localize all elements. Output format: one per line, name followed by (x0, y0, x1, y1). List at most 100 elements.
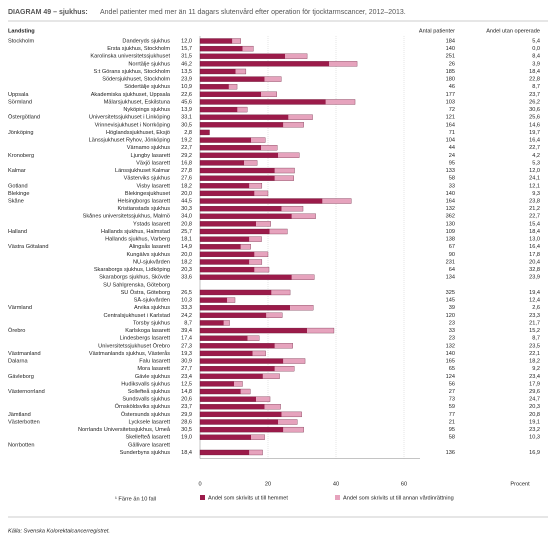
table-cell: 71 (449, 130, 455, 136)
bar-segment (325, 99, 356, 105)
bar-total (199, 68, 247, 75)
category-label: Ersta sjukhus, Stockholm (107, 46, 170, 52)
table-cell: 362 (446, 214, 455, 220)
value-label: 10,9 (181, 84, 192, 90)
value-label: 33,6 (181, 275, 192, 281)
bar-segment (200, 343, 275, 349)
category-label: Sollefteå sjukhus (128, 388, 170, 395)
bar-segment (200, 328, 308, 334)
category-label: Universitetssjukhuset Örebro (98, 342, 170, 349)
region-label: Norrbotten (8, 442, 34, 448)
table-cell: 33 (449, 183, 455, 189)
bar-segment (200, 168, 275, 174)
bar-segment (291, 213, 316, 219)
column-heading: Andel utan opererade (486, 28, 540, 34)
category-label: Sunderbyns sjukhus (120, 450, 171, 456)
table-cell: 26,2 (529, 99, 540, 105)
value-label: 39,4 (181, 328, 192, 334)
bar-segment (264, 404, 281, 410)
category-label: Sundsvalls sjukhus (122, 397, 170, 403)
table-cell: 138 (446, 237, 455, 243)
value-label: 27,6 (181, 176, 192, 182)
bar-segment (291, 274, 315, 280)
region-label: Kalmar (8, 168, 26, 174)
table-cell: 132 (446, 206, 455, 212)
bar-segment (274, 175, 294, 181)
table-cell: 130 (446, 221, 455, 227)
bar-total (199, 396, 271, 402)
table-cell: 23,7 (529, 92, 540, 98)
table-cell: 8,7 (532, 84, 540, 90)
table-cell: 56 (449, 381, 455, 387)
bar-segment (200, 373, 263, 379)
bar-total (199, 320, 230, 326)
bar-total (199, 312, 283, 318)
category-label: Lindesbergs lasarett (120, 336, 171, 342)
bar-total (199, 183, 263, 189)
bar-total (199, 388, 251, 395)
table-cell: 16,4 (529, 244, 540, 250)
bar-segment (200, 305, 291, 311)
bar-total (199, 327, 335, 334)
bar-segment (240, 389, 251, 395)
bar-segment (274, 366, 295, 372)
table-cell: 21,2 (529, 206, 540, 212)
value-label: 18,1 (181, 237, 192, 243)
bar-segment (322, 198, 352, 204)
bar-total (199, 381, 243, 387)
bar-total (199, 289, 291, 296)
bar-total (199, 251, 269, 258)
table-cell: 5,4 (532, 38, 540, 44)
table-cell: 33 (449, 328, 455, 334)
category-label: S:t Görans sjukhus, Stockholm (94, 69, 171, 75)
footnote: ¹ Färre än 10 fall (115, 496, 156, 502)
table-cell: 18,4 (529, 229, 540, 235)
value-label: 17,4 (181, 336, 192, 342)
table-cell: 120 (446, 313, 455, 319)
table-cell: 24,7 (529, 397, 540, 403)
table-cell: 134 (446, 275, 455, 281)
region-label: Kronoberg (8, 153, 34, 159)
bar-segment (200, 366, 275, 372)
bar-total (199, 244, 251, 250)
bar-segment (200, 137, 251, 143)
category-label: Länssjukhuset Ryhov, Jönköping (89, 138, 170, 144)
region-label: Stockholm (8, 38, 34, 44)
bar-segment (256, 396, 271, 402)
category-label: Höglandssjukhuset, Eksjö (106, 130, 170, 136)
category-label: SÄ-sjukvården (134, 297, 170, 304)
table-cell: 0,0 (532, 46, 540, 52)
bar-segment (200, 76, 265, 82)
bar-segment (200, 91, 262, 97)
bar-total (199, 76, 282, 82)
table-cell: 95 (449, 427, 455, 433)
category-label: Kristianstads sjukhus (117, 206, 170, 212)
category-label: Arvika sjukhus (134, 305, 170, 311)
value-label: 34,0 (181, 214, 192, 220)
table-cell: 22,7 (529, 214, 540, 220)
category-label: Danderyds sjukhus (122, 38, 170, 44)
bar-segment (200, 114, 289, 120)
legend-swatch (335, 495, 340, 500)
value-label: 23,7 (181, 404, 192, 410)
region-label: Västernorrland (8, 389, 45, 395)
table-cell: 145 (446, 298, 455, 304)
region-label: Västra Götaland (8, 244, 48, 250)
category-label: Karlskoga lasarett (125, 328, 170, 334)
table-cell: 15,2 (529, 328, 540, 334)
category-label: Ljungby lasarett (131, 153, 171, 159)
category-label: Hudiksvalls sjukhus (121, 381, 170, 387)
value-label: 25,7 (181, 229, 192, 235)
category-label: Länssjukhuset Kalmar (115, 168, 170, 174)
value-label: 30,9 (181, 359, 192, 365)
table-cell: 124 (446, 374, 455, 380)
bar-total (199, 426, 304, 433)
bar-segment (281, 411, 302, 417)
bar-total (199, 366, 295, 372)
bar-segment (200, 244, 241, 250)
bar-segment (200, 53, 285, 59)
bar-segment (261, 91, 277, 97)
bar-segment (200, 350, 253, 356)
value-label: 22,7 (181, 145, 192, 151)
column-heading: Antal patienter (419, 28, 455, 34)
